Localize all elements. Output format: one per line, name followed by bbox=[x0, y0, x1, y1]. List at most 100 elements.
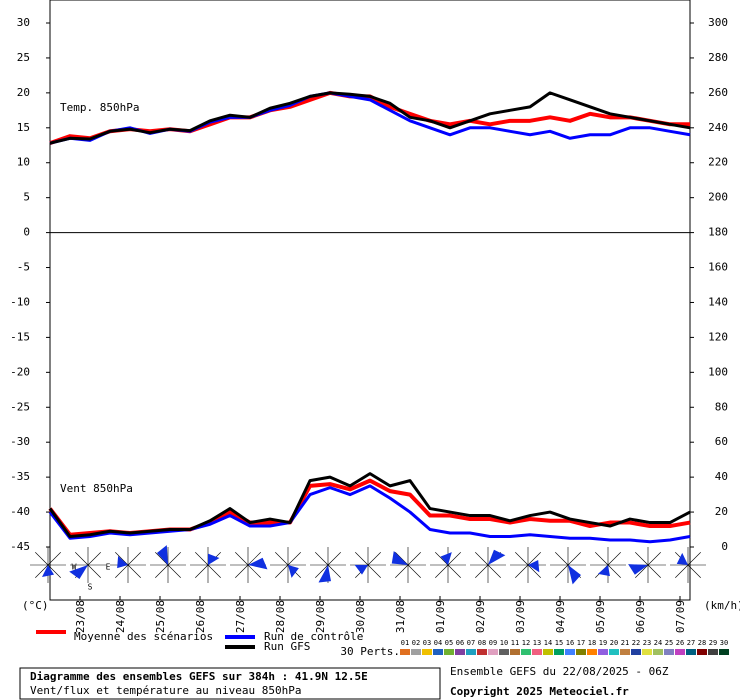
x-tick-label: 06/09 bbox=[634, 600, 647, 633]
y-tick-label: -25 bbox=[10, 400, 30, 413]
wind-rose bbox=[150, 545, 186, 583]
wind-line bbox=[48, 478, 691, 537]
pert-label: 25 bbox=[665, 639, 673, 647]
rose-petal bbox=[288, 565, 299, 578]
rose-spoke bbox=[475, 552, 489, 566]
subtitle: Vent/flux et température au niveau 850hP… bbox=[30, 684, 302, 697]
y-tick-label: 20 bbox=[17, 86, 30, 99]
pert-label: 22 bbox=[632, 639, 640, 647]
wind-line bbox=[48, 484, 691, 544]
rose-spoke bbox=[675, 564, 689, 578]
pert-swatch bbox=[719, 649, 729, 655]
x-tick-label: 03/09 bbox=[514, 600, 527, 633]
legend-label: Moyenne des scénarios bbox=[74, 630, 213, 643]
y2-tick-label: 300 bbox=[708, 16, 728, 29]
y2-axis-label: (km/h) bbox=[704, 599, 740, 612]
rose-spoke bbox=[447, 564, 461, 578]
plot-frame bbox=[49, 0, 691, 601]
y2-tick-label: 80 bbox=[715, 400, 728, 413]
pert-label: 29 bbox=[709, 639, 717, 647]
wind-rose bbox=[430, 547, 466, 583]
pert-swatch bbox=[708, 649, 718, 655]
y-axis-label: (°C) bbox=[22, 599, 49, 612]
y2-tick-label: 60 bbox=[715, 435, 728, 448]
rose-spoke bbox=[475, 564, 489, 578]
rose-spoke bbox=[87, 552, 101, 566]
pert-swatch bbox=[554, 649, 564, 655]
y-tick-label: -20 bbox=[10, 365, 30, 378]
pert-swatch bbox=[400, 649, 410, 655]
rose-spoke bbox=[687, 564, 701, 578]
rose-spoke bbox=[355, 552, 369, 566]
rose-label: E bbox=[106, 563, 111, 572]
y2-tick-label: 240 bbox=[708, 121, 728, 134]
rose-spoke bbox=[607, 552, 621, 566]
rose-petal bbox=[440, 552, 452, 565]
y-tick-label: 15 bbox=[17, 121, 30, 134]
wind-rose bbox=[390, 547, 426, 583]
pert-label: 12 bbox=[522, 639, 530, 647]
y2-tick-label: 40 bbox=[715, 470, 728, 483]
y-tick-label: 10 bbox=[17, 156, 30, 169]
pert-label: 09 bbox=[489, 639, 497, 647]
rose-spoke bbox=[527, 552, 541, 566]
copyright: Copyright 2025 Meteociel.fr bbox=[450, 685, 629, 698]
temp-line bbox=[49, 91, 691, 145]
x-tick-label: 23/08 bbox=[74, 600, 87, 633]
rose-spoke bbox=[275, 564, 289, 578]
wind-line bbox=[48, 472, 691, 539]
wind-rose bbox=[590, 547, 626, 583]
rose-spoke bbox=[155, 552, 169, 566]
x-tick-label: 07/09 bbox=[674, 600, 687, 633]
pert-label: 08 bbox=[478, 639, 486, 647]
wind-rose bbox=[310, 547, 346, 583]
rose-spoke bbox=[35, 552, 49, 566]
rose-spoke bbox=[327, 552, 341, 566]
rose-spoke bbox=[635, 564, 649, 578]
wind-label: Vent 850hPa bbox=[60, 482, 133, 495]
rose-label: S bbox=[88, 583, 93, 592]
pert-label: 14 bbox=[544, 639, 552, 647]
rose-spoke bbox=[647, 564, 661, 578]
rose-spoke bbox=[167, 552, 181, 566]
pert-label: 13 bbox=[533, 639, 541, 647]
y2-tick-label: 140 bbox=[708, 295, 728, 308]
rose-spoke bbox=[115, 552, 129, 566]
pert-label: 02 bbox=[412, 639, 420, 647]
wind-rose bbox=[69, 547, 106, 583]
pert-label: 10 bbox=[500, 639, 508, 647]
y-tick-label: -10 bbox=[10, 295, 30, 308]
pert-label: 06 bbox=[456, 639, 464, 647]
pert-label: 17 bbox=[577, 639, 585, 647]
x-tick-label: 31/08 bbox=[394, 600, 407, 633]
pert-label: 18 bbox=[588, 639, 596, 647]
rose-petal bbox=[42, 565, 54, 577]
pert-swatch bbox=[587, 649, 597, 655]
rose-spoke bbox=[407, 564, 421, 578]
pert-swatch bbox=[433, 649, 443, 655]
rose-spoke bbox=[367, 552, 381, 566]
title: Diagramme des ensembles GEFS sur 384h : … bbox=[30, 670, 368, 683]
pert-swatch bbox=[510, 649, 520, 655]
pert-swatch bbox=[499, 649, 509, 655]
rose-spoke bbox=[207, 564, 221, 578]
pert-label: 03 bbox=[423, 639, 431, 647]
pert-label: 01 bbox=[401, 639, 409, 647]
rose-spoke bbox=[155, 564, 169, 578]
wind-rose bbox=[30, 547, 66, 583]
rose-spoke bbox=[195, 564, 209, 578]
pert-swatch bbox=[576, 649, 586, 655]
perts-label: 30 Perts. bbox=[340, 645, 400, 658]
y2-tick-label: 180 bbox=[708, 226, 728, 239]
rose-petal bbox=[354, 564, 369, 575]
pert-swatch bbox=[642, 649, 652, 655]
rose-spoke bbox=[115, 564, 129, 578]
y2-tick-label: 100 bbox=[708, 365, 728, 378]
rose-petal bbox=[248, 557, 268, 570]
rose-spoke bbox=[395, 564, 409, 578]
rose-spoke bbox=[395, 552, 409, 566]
y-tick-label: 30 bbox=[17, 16, 30, 29]
wind-rose bbox=[350, 547, 386, 583]
rose-spoke bbox=[35, 564, 49, 578]
